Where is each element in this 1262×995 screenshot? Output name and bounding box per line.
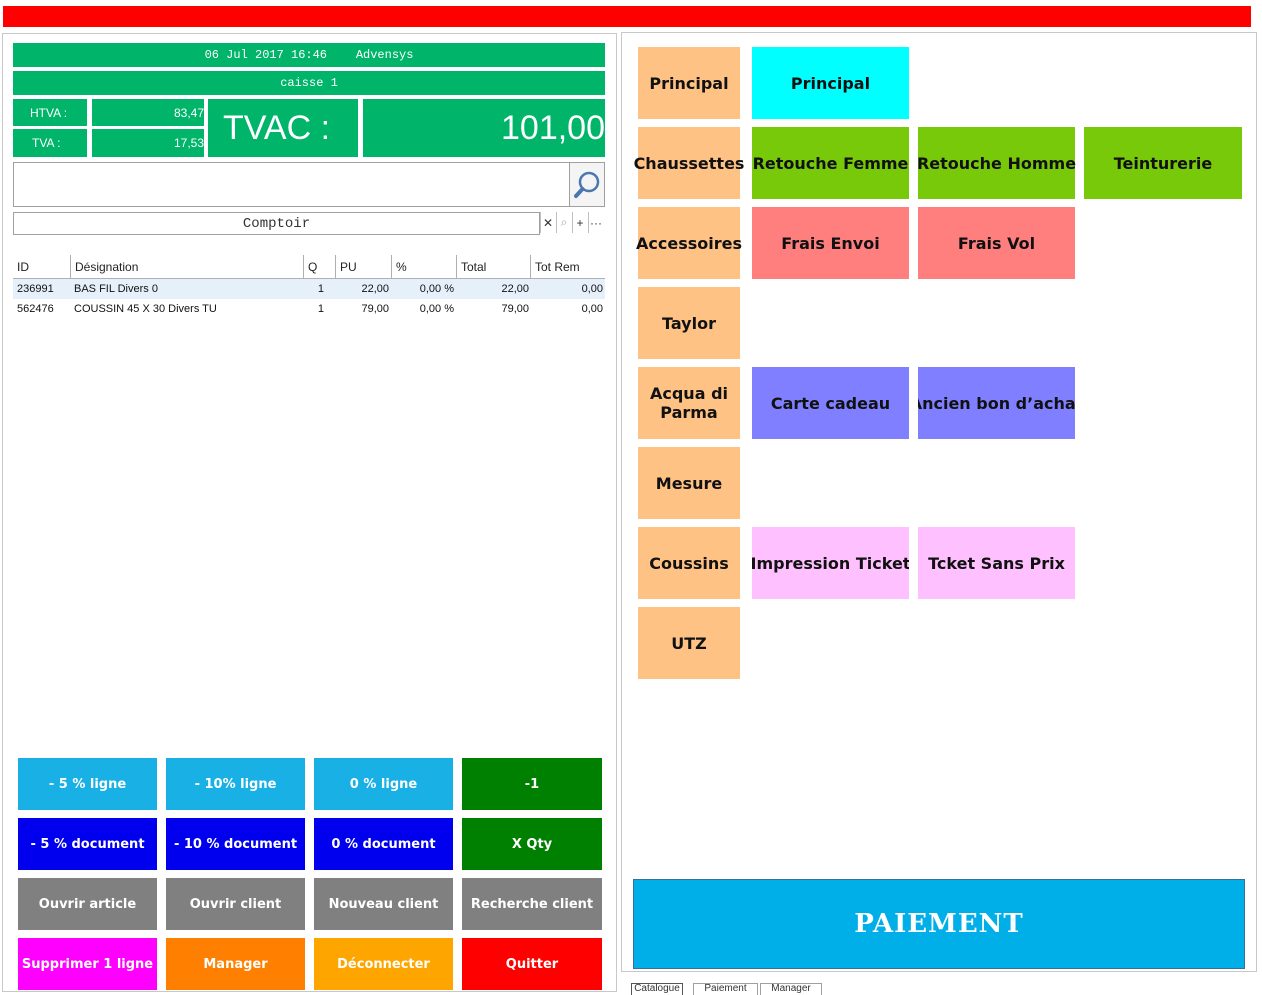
- cell-total: 79,00: [501, 303, 529, 315]
- cell-designation: COUSSIN 45 X 30 Divers TU: [74, 303, 217, 315]
- register-bar: caisse 1: [13, 71, 605, 95]
- cell-designation: BAS FIL Divers 0: [74, 283, 158, 295]
- col-header-tot-rem[interactable]: Tot Rem: [530, 255, 605, 279]
- plus-icon: +: [576, 215, 584, 230]
- open-article-button[interactable]: Ouvrir article: [18, 878, 157, 930]
- product-ancien-bon-achat[interactable]: Ancien bon d’achat: [918, 367, 1075, 439]
- cell-tot-rem: 0,00: [581, 303, 603, 315]
- htva-label: HTVA :: [13, 99, 87, 126]
- product-frais-envoi[interactable]: Frais Envoi: [752, 207, 909, 279]
- cell-total: 22,00: [501, 283, 529, 295]
- new-client-button[interactable]: Nouveau client: [314, 878, 453, 930]
- discount-10-document-button[interactable]: - 10 % document: [166, 818, 305, 870]
- payment-button[interactable]: PAIEMENT: [633, 879, 1245, 969]
- category-accessoires[interactable]: Accessoires: [636, 207, 742, 279]
- multiply-quantity-button[interactable]: X Qty: [462, 818, 602, 870]
- ellipsis-icon: ···: [590, 215, 602, 230]
- product-retouche-femme[interactable]: Retouche Femme: [752, 127, 909, 199]
- magnifier-icon: ⌕: [560, 215, 568, 229]
- cell-tot-rem: 0,00: [581, 283, 603, 295]
- header-datetime: 06 Jul 2017 16:46: [204, 48, 327, 62]
- search-button[interactable]: [569, 162, 605, 207]
- customer-field[interactable]: Comptoir: [13, 212, 540, 235]
- cell-unit-price: 22,00: [361, 283, 389, 295]
- close-icon: ✕: [542, 215, 554, 230]
- col-header-total[interactable]: Total: [456, 255, 530, 279]
- category-mesure[interactable]: Mesure: [638, 447, 740, 519]
- cell-unit-price: 79,00: [361, 303, 389, 315]
- product-impression-ticket[interactable]: Impression Ticket: [752, 527, 909, 599]
- tab-catalogue[interactable]: Catalogue: [631, 983, 683, 995]
- cell-percent: 0,00 %: [419, 283, 454, 295]
- discount-0-line-button[interactable]: 0 % ligne: [314, 758, 453, 810]
- manager-button[interactable]: Manager: [166, 938, 305, 990]
- category-taylor[interactable]: Taylor: [638, 287, 740, 359]
- discount-5-document-button[interactable]: - 5 % document: [18, 818, 157, 870]
- category-chaussettes[interactable]: Chaussettes: [634, 127, 744, 199]
- search-icon: [574, 171, 600, 198]
- htva-value: 83,47: [92, 99, 204, 126]
- header-bar: 06 Jul 2017 16:46 Advensys: [13, 43, 605, 67]
- open-client-button[interactable]: Ouvrir client: [166, 878, 305, 930]
- tva-value: 17,53: [92, 129, 204, 157]
- minus-one-button[interactable]: -1: [462, 758, 602, 810]
- product-teinturerie[interactable]: Teinturerie: [1084, 127, 1242, 199]
- cell-quantity: 1: [317, 303, 324, 315]
- product-ticket-sans-prix[interactable]: Tcket Sans Prix: [918, 527, 1075, 599]
- category-acqua-di-parma[interactable]: Acqua di Parma: [638, 367, 740, 439]
- tva-label: TVA :: [13, 129, 87, 157]
- category-coussins[interactable]: Coussins: [638, 527, 740, 599]
- cell-id: 562476: [17, 303, 54, 315]
- col-header-designation[interactable]: Désignation: [70, 255, 303, 279]
- tvac-value: 101,00: [363, 99, 605, 157]
- product-frais-vol[interactable]: Frais Vol: [918, 207, 1075, 279]
- quit-button[interactable]: Quitter: [462, 938, 602, 990]
- product-retouche-homme[interactable]: Retouche Homme: [917, 127, 1076, 199]
- cell-id: 236991: [17, 283, 54, 295]
- tvac-label: TVAC :: [208, 99, 358, 157]
- delete-line-button[interactable]: Supprimer 1 ligne: [18, 938, 157, 990]
- customer-name: Comptoir: [242, 215, 311, 232]
- discount-5-line-button[interactable]: - 5 % ligne: [18, 758, 157, 810]
- top-status-bar: [3, 6, 1251, 27]
- search-client-button[interactable]: Recherche client: [462, 878, 602, 930]
- clear-customer-button[interactable]: ✕: [540, 212, 555, 233]
- tab-manager[interactable]: Manager: [760, 983, 822, 995]
- col-header-unit-price[interactable]: PU: [335, 255, 391, 279]
- cell-quantity: 1: [317, 283, 324, 295]
- col-header-quantity[interactable]: Q: [303, 255, 335, 279]
- category-principal[interactable]: Principal: [638, 47, 740, 119]
- table-header-divider: [13, 278, 605, 279]
- col-header-percent[interactable]: %: [391, 255, 456, 279]
- table-row[interactable]: [13, 279, 605, 299]
- cell-percent: 0,00 %: [419, 303, 454, 315]
- product-principal[interactable]: Principal: [752, 47, 909, 119]
- product-carte-cadeau[interactable]: Carte cadeau: [752, 367, 909, 439]
- discount-10-line-button[interactable]: - 10% ligne: [166, 758, 305, 810]
- discount-0-document-button[interactable]: 0 % document: [314, 818, 453, 870]
- tab-paiement[interactable]: Paiement: [693, 983, 758, 995]
- disconnect-button[interactable]: Déconnecter: [314, 938, 453, 990]
- add-customer-button[interactable]: +: [572, 212, 587, 233]
- search-customer-button[interactable]: ⌕: [556, 212, 571, 233]
- article-search-input[interactable]: [13, 162, 570, 207]
- more-customer-button[interactable]: ···: [588, 212, 603, 233]
- category-utz[interactable]: UTZ: [638, 607, 740, 679]
- register-name: caisse 1: [280, 76, 338, 90]
- header-company: Advensys: [355, 48, 414, 62]
- col-header-id[interactable]: ID: [17, 260, 29, 274]
